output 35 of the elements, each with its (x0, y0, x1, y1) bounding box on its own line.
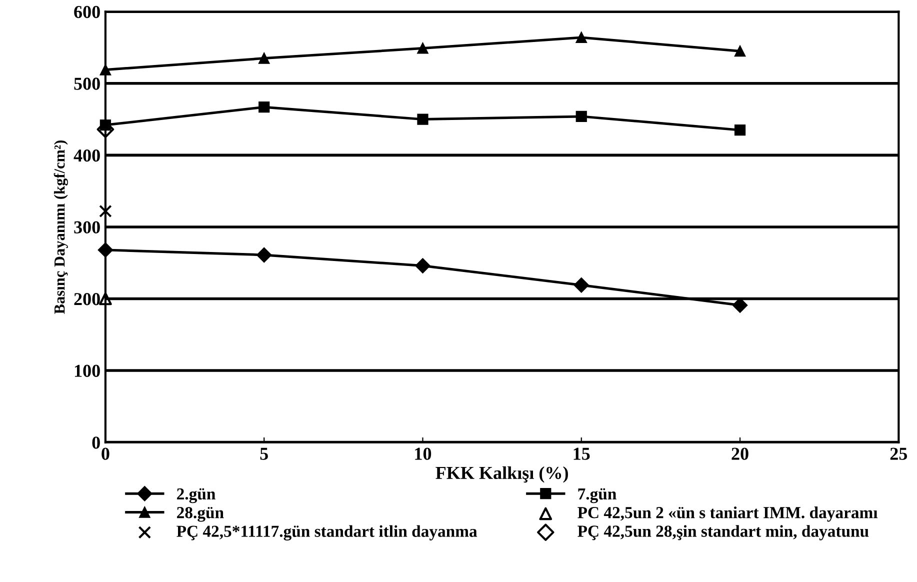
y-tick-label: 500 (74, 78, 100, 90)
x-axis-title: FKK Kalkışı (%) (436, 466, 568, 483)
x-tick-label: 20 (732, 448, 748, 460)
x-tick-label: 25 (890, 448, 908, 460)
x-tick-label: 5 (260, 448, 268, 460)
point (415, 258, 430, 274)
point (576, 110, 587, 122)
point (99, 204, 112, 218)
point (258, 52, 270, 64)
point (574, 278, 589, 293)
x-tick-label: 10 (415, 448, 432, 460)
y-axis-title: Basınç Dayanımı (kgf/cm²) (54, 140, 68, 314)
y-tick-label: 0 (92, 436, 100, 449)
point (99, 292, 112, 306)
y-tick-label: 400 (74, 149, 100, 162)
point (734, 124, 746, 136)
legend-label: 28.gün (177, 506, 224, 522)
point (734, 46, 746, 57)
legend-label: 7.gün (578, 488, 616, 504)
legend-label: PC 42,5un 2 «ün s taniart IMM. dayaramı (578, 506, 878, 522)
y-tick-label: 100 (74, 364, 100, 377)
y-tick-label: 300 (74, 221, 100, 234)
point (732, 298, 748, 313)
point (576, 32, 587, 44)
x-tick-label: 0 (102, 448, 110, 460)
point (417, 42, 428, 54)
point (417, 114, 428, 125)
legend-label: PÇ 42,5*11117.gün standart itlin dayanma (176, 525, 478, 540)
y-tick-label: 600 (74, 6, 100, 18)
point (256, 247, 272, 263)
x-tick-label: 15 (574, 448, 590, 460)
legend-label: PÇ 42,5un 28,şin standart min, dayatunu (578, 525, 869, 540)
y-tick-label: 200 (74, 293, 100, 306)
legend-label: 2.gün (177, 488, 216, 504)
point (258, 102, 270, 113)
